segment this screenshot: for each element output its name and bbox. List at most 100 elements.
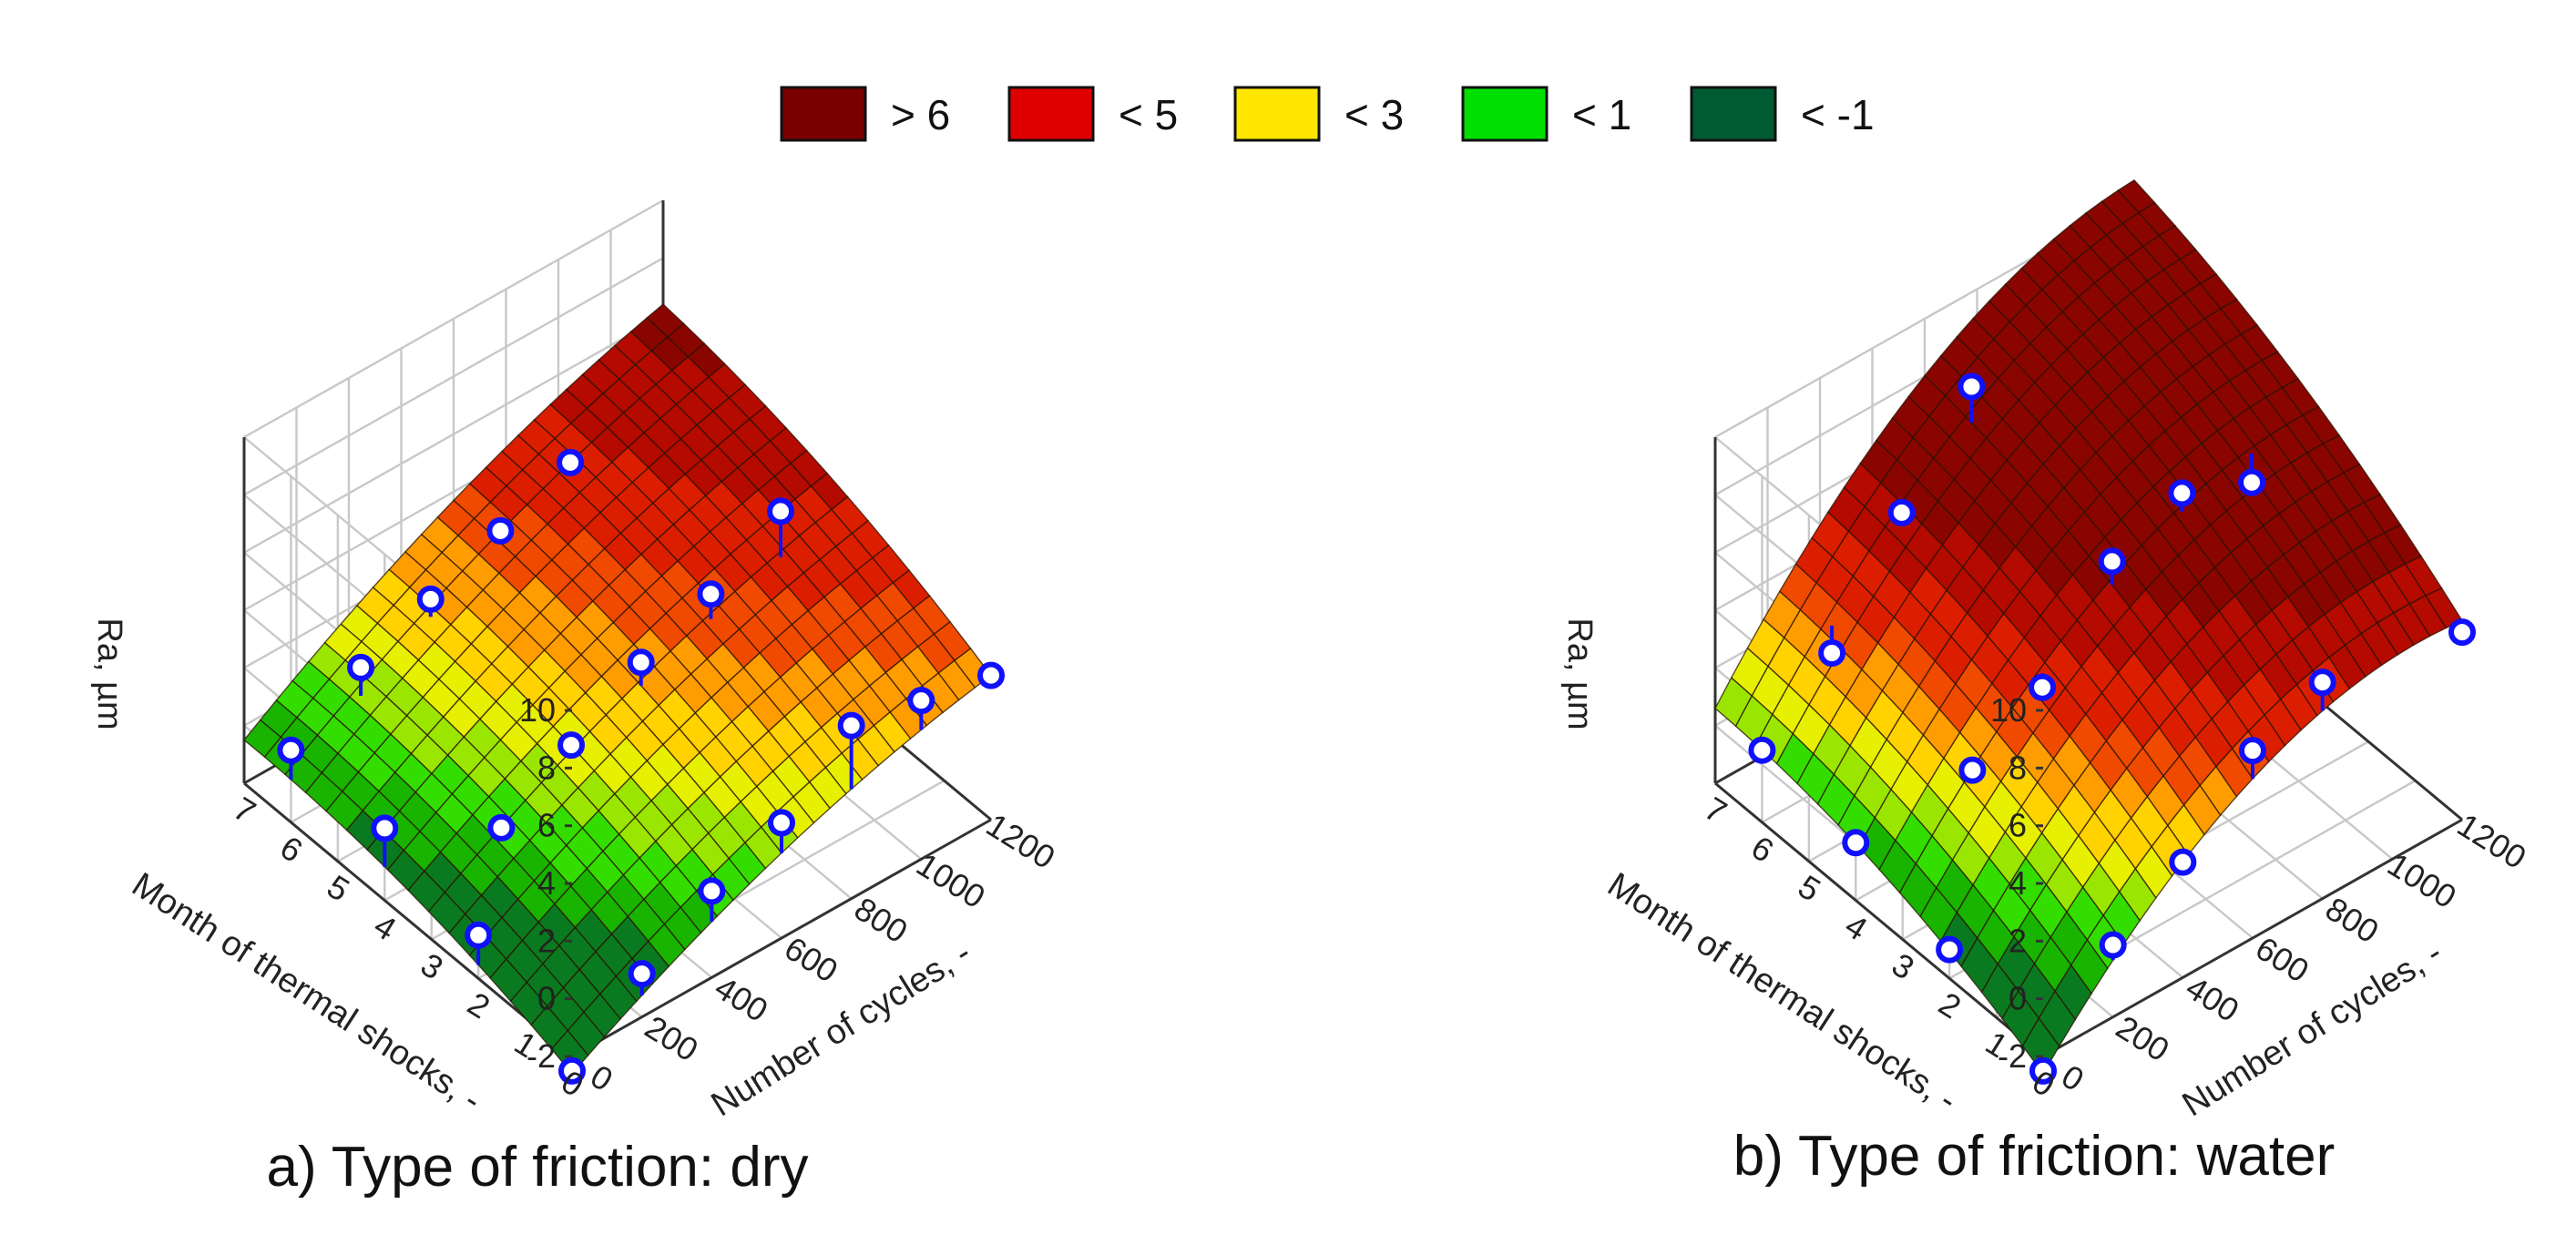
cycle-tick-label: 1000 [910,845,992,915]
data-point [2238,468,2266,496]
cycle-tick-label: 600 [2249,929,2315,990]
z-tick-label: 0 [537,980,556,1017]
legend-swatch-3 [1461,86,1549,142]
surface [243,303,992,1076]
data-point [486,516,515,545]
month-tick-label: 7 [227,790,262,831]
z-tick-label: 8 [537,749,556,786]
month-tick-label: 4 [368,906,404,947]
data-point [2169,848,2197,876]
chart-title: a) Type of friction: dry [267,1136,809,1199]
z-tick-label: 0 [2009,980,2027,1017]
data-point [2098,547,2126,576]
data-point [487,813,516,842]
cycle-tick-label: 1200 [980,806,1062,876]
cycle-tick-label: 0 [2055,1057,2090,1098]
data-point [768,809,795,837]
month-tick-label: 6 [1745,829,1781,870]
cycle-tick-label: 800 [848,890,915,951]
data-point [698,877,726,905]
cycle-tick-label: 600 [778,929,844,990]
cycle-tick-label: 400 [709,968,775,1029]
data-point [1818,639,1846,668]
grid-line [243,257,664,496]
data-point [2239,737,2266,765]
data-point [558,1056,586,1085]
data-point [837,711,865,740]
month-tick-label: 2 [1932,985,1968,1026]
z-tick-label: -2 [1998,1037,2027,1075]
data-point [371,814,399,842]
month-tick-label: 5 [1792,867,1827,908]
data-point [2029,1056,2057,1085]
surface-cell [1714,677,1753,728]
data-point [277,736,305,764]
data-point [977,661,1005,689]
cycle-tick-label: 400 [2180,968,2246,1029]
z-axis-label: Ra, µm [1560,617,1599,730]
legend-label-3: < 1 [1572,91,1631,138]
axis-line [243,781,573,1058]
data-point [1936,935,1964,964]
month-tick-label: 3 [414,945,450,986]
month-tick-label: 6 [274,829,310,870]
month-tick-label: 3 [1886,945,1921,986]
data-point [1958,756,1987,784]
z-tick-label: 4 [2009,864,2027,902]
data-point [2308,668,2336,697]
month-tick-label: 4 [1839,906,1875,947]
data-point [1958,372,1986,401]
data-point [907,687,935,715]
chart-title: b) Type of friction: water [1733,1125,2335,1188]
data-point [557,731,586,760]
z-axis-label: Ra, µm [90,617,128,730]
data-point [2448,618,2476,647]
chart-dry: 1086420-276543210020040060080010001200Ra… [90,199,1062,1199]
legend: > 6 < 5 < 3 < 1 < -1 [780,86,1875,142]
cycle-tick-label: 0 [584,1057,619,1098]
z-tick-label: 2 [2009,922,2027,959]
month-tick-label: 2 [461,985,496,1026]
data-point [2168,479,2196,507]
legend-swatch-4 [1690,86,1777,142]
data-point [416,585,445,613]
cycle-tick-label: 1000 [2381,845,2463,915]
z-tick-label: 8 [2009,749,2027,786]
data-point [767,497,795,526]
data-point [697,580,725,608]
data-point [1748,736,1776,764]
data-point [1887,498,1916,526]
data-point [1842,829,1870,857]
z-tick-label: -2 [526,1037,556,1075]
cycle-tick-label: 1200 [2451,806,2533,876]
legend-swatch-0 [780,86,867,142]
data-point [2099,931,2127,959]
cycle-tick-label: 200 [2110,1008,2176,1069]
z-tick-label: 10 [1990,691,2027,729]
z-tick-label: 2 [537,922,556,959]
grid-line [243,314,664,554]
z-tick-label: 4 [537,864,556,902]
z-tick-label: 6 [2009,807,2027,844]
z-tick-label: 6 [537,807,556,844]
legend-swatch-1 [1007,86,1095,142]
legend-label-0: > 6 [891,91,950,138]
data-point [2029,673,2057,701]
axis-line [2042,818,2463,1058]
legend-label-1: < 5 [1119,91,1178,138]
data-point [347,653,375,681]
grid-line [243,199,664,439]
legend-swatch-2 [1233,86,1321,142]
legend-label-2: < 3 [1344,91,1404,138]
month-tick-label: 7 [1698,790,1733,831]
chart-water: 1086420-276543210020040060080010001200Ra… [1560,179,2533,1188]
data-point [557,448,585,476]
data-point [627,648,655,677]
cycle-tick-label: 800 [2319,890,2386,951]
legend-label-4: < -1 [1801,91,1875,138]
axis-line [571,818,992,1058]
axis-line [1714,781,2044,1058]
surface-cell [243,719,282,759]
month-tick-label: 5 [321,867,356,908]
